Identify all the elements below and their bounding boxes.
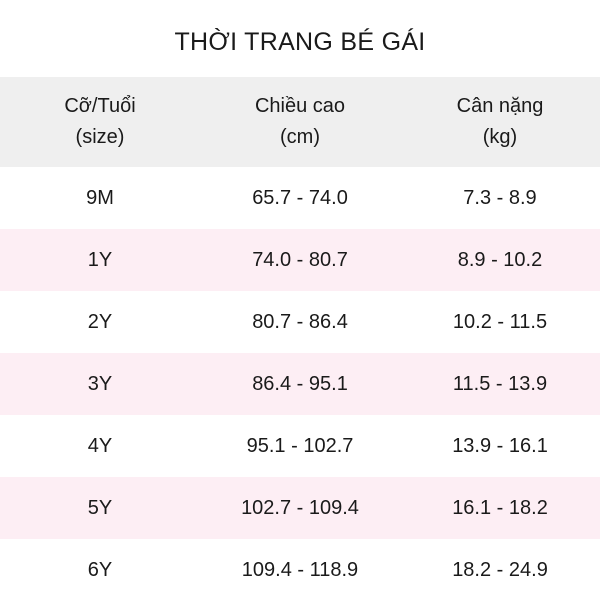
header-label: Chiều cao xyxy=(254,95,346,117)
cell-weight: 10.2 - 11.5 xyxy=(452,310,548,333)
cell-height: 65.7 - 74.0 xyxy=(252,186,348,209)
table-row: 2Y 80.7 - 86.4 10.2 - 11.5 xyxy=(0,291,600,353)
cell-size: 2Y xyxy=(87,310,113,333)
cell-height: 95.1 - 102.7 xyxy=(246,434,354,457)
table-row: 5Y 102.7 - 109.4 16.1 - 18.2 xyxy=(0,477,600,539)
table-header: Cỡ/Tuổi (size) Chiều cao (cm) Cân nặng (kg) xyxy=(0,77,600,167)
cell-size: 1Y xyxy=(87,248,113,271)
header-size: Cỡ/Tuổi (size) xyxy=(0,91,200,153)
cell-weight: 11.5 - 13.9 xyxy=(452,372,548,395)
cell-height: 86.4 - 95.1 xyxy=(252,372,348,395)
size-table: Cỡ/Tuổi (size) Chiều cao (cm) Cân nặng (kg)… xyxy=(0,77,600,601)
table-row: 1Y 74.0 - 80.7 8.9 - 10.2 xyxy=(0,229,600,291)
header-unit: (kg) xyxy=(482,126,518,148)
cell-height: 74.0 - 80.7 xyxy=(252,248,348,271)
header-unit: (cm) xyxy=(280,126,320,148)
table-row: 6Y 109.4 - 118.9 18.2 - 24.9 xyxy=(0,539,600,601)
cell-height: 80.7 - 86.4 xyxy=(252,310,348,333)
cell-weight: 7.3 - 8.9 xyxy=(463,186,537,209)
cell-weight: 13.9 - 16.1 xyxy=(452,434,548,457)
cell-size: 5Y xyxy=(87,496,113,519)
header-weight: Cân nặng (kg) xyxy=(400,91,600,153)
header-label: Cân nặng xyxy=(456,95,544,117)
cell-size: 4Y xyxy=(87,434,113,457)
cell-height: 102.7 - 109.4 xyxy=(241,496,359,519)
cell-size: 3Y xyxy=(87,372,113,395)
table-row: 4Y 95.1 - 102.7 13.9 - 16.1 xyxy=(0,415,600,477)
cell-weight: 16.1 - 18.2 xyxy=(452,496,548,519)
cell-weight: 18.2 - 24.9 xyxy=(452,558,548,581)
table-row: 9M 65.7 - 74.0 7.3 - 8.9 xyxy=(0,167,600,229)
header-unit: (size) xyxy=(75,126,125,148)
cell-weight: 8.9 - 10.2 xyxy=(457,248,543,271)
table-row: 3Y 86.4 - 95.1 11.5 - 13.9 xyxy=(0,353,600,415)
page-title: THỜI TRANG BÉ GÁI xyxy=(174,28,426,56)
cell-height: 109.4 - 118.9 xyxy=(241,558,359,581)
cell-size: 6Y xyxy=(87,558,113,581)
cell-size: 9M xyxy=(86,186,114,209)
header-height: Chiều cao (cm) xyxy=(200,91,400,153)
header-label: Cỡ/Tuổi xyxy=(64,95,136,117)
